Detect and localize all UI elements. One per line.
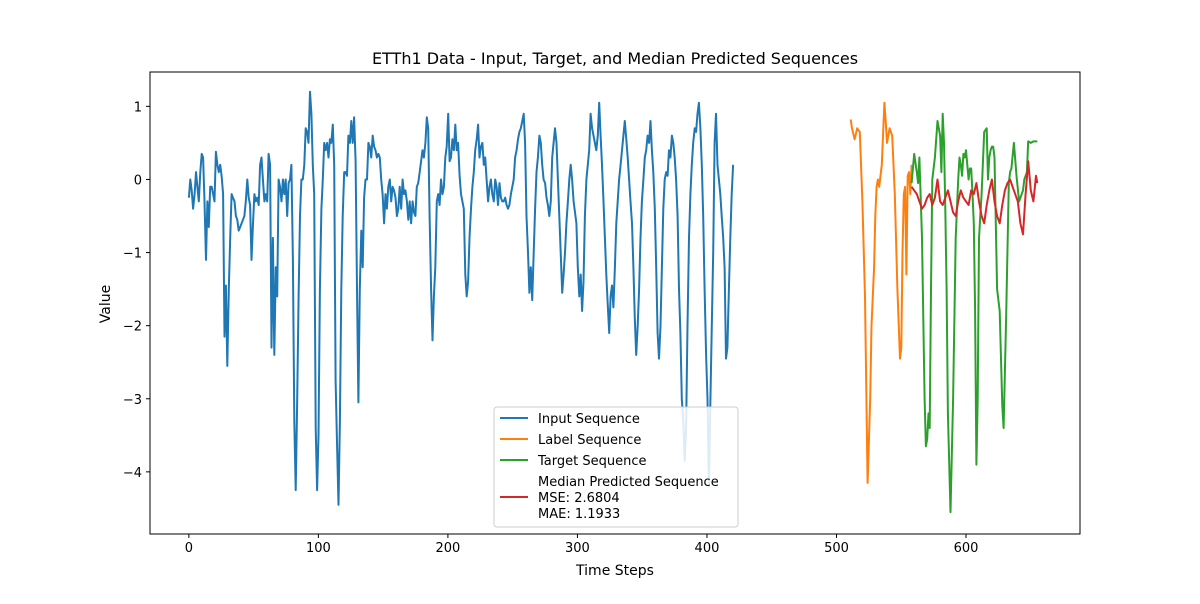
y-tick-label: −3 bbox=[123, 393, 142, 408]
legend-entry-target: Target Sequence bbox=[500, 454, 646, 469]
legend-entry-label: Label Sequence bbox=[500, 433, 641, 448]
series-line-input bbox=[187, 90, 735, 506]
x-tick-label: 600 bbox=[954, 541, 979, 556]
y-tick-label: 1 bbox=[134, 100, 142, 115]
x-tick-label: 100 bbox=[306, 541, 331, 556]
series-line-target bbox=[910, 112, 1038, 514]
legend-label: Target Sequence bbox=[537, 454, 646, 469]
y-tick-label: −1 bbox=[123, 247, 142, 262]
x-tick-label: 0 bbox=[185, 541, 193, 556]
axes-frame bbox=[149, 71, 1081, 535]
legend-box bbox=[493, 406, 739, 528]
y-tick-label: 0 bbox=[134, 173, 142, 188]
legend-metric: MSE: 2.6804 bbox=[538, 491, 620, 506]
legend-label: Median Predicted Sequence bbox=[538, 475, 719, 490]
legend-label: Input Sequence bbox=[538, 412, 640, 427]
legend-entry-input: Input Sequence bbox=[500, 412, 640, 427]
legend: Input Sequence Label Sequence Target Seque… bbox=[493, 406, 739, 528]
x-axis: 0 100 200 300 400 500 600 bbox=[185, 534, 979, 556]
plot-area bbox=[187, 90, 1039, 514]
x-tick-label: 500 bbox=[824, 541, 849, 556]
series-line-label bbox=[849, 101, 913, 484]
x-tick-label: 300 bbox=[565, 541, 590, 556]
x-axis-label: Time Steps bbox=[575, 563, 654, 579]
y-tick-label: −4 bbox=[123, 466, 142, 481]
x-tick-label: 200 bbox=[435, 541, 460, 556]
chart-title: ETTh1 Data - Input, Target, and Median P… bbox=[372, 49, 858, 68]
legend-label: Label Sequence bbox=[538, 433, 641, 448]
x-tick-label: 400 bbox=[695, 541, 720, 556]
legend-metric: MAE: 1.1933 bbox=[538, 507, 620, 522]
y-axis: 1 0 −1 −2 −3 −4 bbox=[123, 100, 150, 481]
y-tick-label: −2 bbox=[123, 320, 142, 335]
series-line-median bbox=[910, 160, 1039, 236]
y-axis-label: Value bbox=[98, 285, 114, 323]
